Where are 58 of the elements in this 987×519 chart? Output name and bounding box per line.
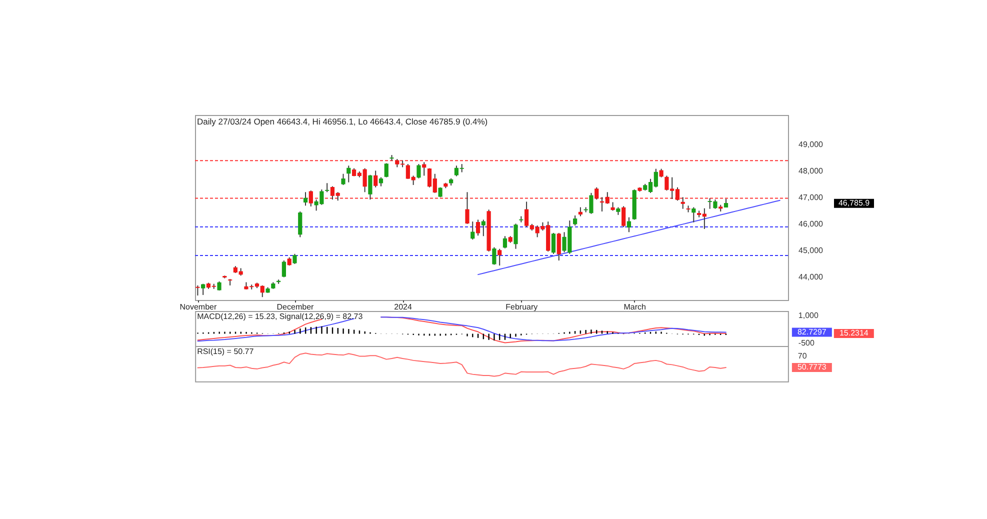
candlestick [481, 219, 486, 237]
candlestick [465, 192, 470, 224]
candlestick [556, 232, 561, 262]
y-tick-label: 46,000 [798, 220, 824, 229]
chart-title: Daily 27/03/24 Open 46643.4, Hi 46956.1, Lo 46643.4, Close 46785.9 (0.4%) [197, 116, 488, 126]
candlestick [594, 186, 599, 200]
y-tick-label: 1,000 [798, 311, 819, 320]
x-tick-label: 2024 [394, 302, 412, 312]
text: 46,785.9 [838, 198, 870, 208]
candlestick [422, 162, 426, 176]
candlestick [303, 192, 308, 206]
candlestick [498, 248, 502, 266]
y-tick-label: 49,000 [798, 140, 824, 150]
candlestick [476, 219, 480, 236]
y-tick-label: 44,000 [798, 272, 824, 282]
candlestick [438, 186, 442, 198]
candlestick [196, 284, 200, 296]
y-tick-label: -500 [798, 338, 815, 348]
candlestick [292, 253, 297, 264]
x-tick-label: November [180, 302, 217, 312]
candlestick [573, 214, 578, 226]
text: 82.7297 [797, 327, 827, 336]
candlestick [578, 206, 582, 217]
line-series [478, 200, 780, 276]
x-tick-label: February [506, 302, 538, 312]
candlestick [341, 173, 346, 186]
candlestick [416, 164, 421, 179]
candlestick [692, 206, 696, 223]
x-tick-label: March [624, 302, 646, 312]
candlestick [514, 223, 518, 250]
chart-title: MACD(12,26) = 15.23, Signal(12,26,9) = 82.73 [197, 312, 364, 321]
candlestick [378, 176, 384, 187]
candlestick [298, 210, 302, 238]
y-tick-label: 47,000 [798, 193, 824, 202]
candlestick [308, 190, 313, 207]
candlestick [368, 174, 372, 200]
candlestick [502, 236, 508, 249]
text: 15.2314 [839, 328, 869, 338]
y-tick-label: 45,000 [798, 246, 824, 256]
candlestick [325, 182, 330, 193]
candlestick [492, 246, 496, 266]
candlestick [519, 216, 524, 223]
candlestick [551, 232, 556, 254]
y-tick-label: 48,000 [798, 166, 824, 176]
candlestick [622, 206, 626, 228]
candlestick [626, 216, 632, 233]
candlestick [680, 196, 685, 210]
candlestick [374, 170, 378, 188]
text: 50.7773 [797, 362, 827, 372]
text: 70 [798, 352, 808, 361]
candlestick [384, 162, 388, 178]
candlestick [282, 260, 286, 278]
candlestick [470, 221, 475, 240]
candlestick [346, 165, 351, 183]
chart-title: RSI(15) = 50.77 [197, 347, 254, 356]
x-tick-label: December [276, 302, 314, 312]
candlestick [217, 280, 222, 291]
candlestick [201, 283, 206, 296]
